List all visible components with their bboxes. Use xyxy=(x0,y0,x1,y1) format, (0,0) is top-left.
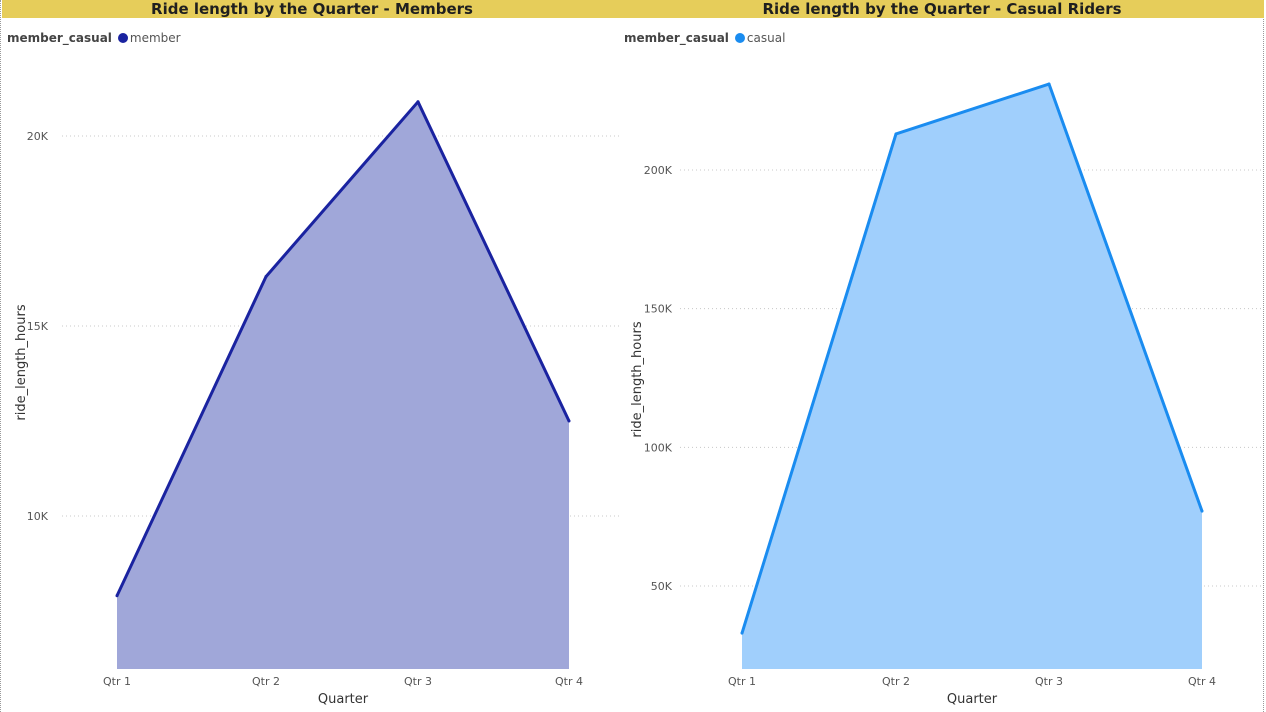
casual-chart-visual[interactable]: Ride length by the Quarter - Casual Ride… xyxy=(620,0,1264,712)
legend-item-label[interactable]: member xyxy=(129,31,181,45)
x-tick-label: Qtr 3 xyxy=(1035,675,1063,688)
y-tick-label: 10K xyxy=(27,510,49,523)
data-point[interactable] xyxy=(567,419,571,423)
chart-plot-area: 10K 15K 20K Qtr 1 Qtr 2 Qtr 3 Qtr 4 Quarter r… xyxy=(14,100,620,707)
legend-marker-dot xyxy=(117,33,128,43)
legend: member_casual casual xyxy=(624,30,785,46)
legend-marker-dot xyxy=(734,33,745,43)
chart-title: Ride length by the Quarter - Members xyxy=(2,0,622,18)
x-tick-label: Qtr 1 xyxy=(728,675,756,688)
area-fill-member xyxy=(117,101,569,670)
y-tick-label: 20K xyxy=(27,130,49,143)
series-line-member xyxy=(115,100,571,597)
data-point[interactable] xyxy=(740,631,744,635)
y-tick-label: 15K xyxy=(27,320,49,333)
canvas-left-border xyxy=(0,0,1,712)
canvas-right-border xyxy=(1263,0,1264,712)
y-tick-label: 100K xyxy=(644,441,673,454)
data-points xyxy=(740,82,1204,635)
y-axis-ticks: 50K 100K 150K 200K xyxy=(644,164,673,593)
legend-title: member_casual xyxy=(7,31,112,45)
x-tick-label: Qtr 2 xyxy=(252,675,280,688)
y-axis-ticks: 10K 15K 20K xyxy=(27,130,49,523)
area-fill-casual xyxy=(742,84,1202,669)
x-axis-ticks: Qtr 1 Qtr 2 Qtr 3 Qtr 4 xyxy=(103,675,583,688)
series-line-casual xyxy=(740,82,1204,634)
data-points xyxy=(115,100,571,598)
legend-item-label[interactable]: casual xyxy=(746,31,786,45)
x-axis-ticks: Qtr 1 Qtr 2 Qtr 3 Qtr 4 xyxy=(728,675,1216,688)
y-tick-label: 200K xyxy=(644,164,673,177)
x-tick-label: Qtr 1 xyxy=(103,675,131,688)
y-tick-label: 50K xyxy=(651,580,673,593)
legend-title: member_casual xyxy=(624,31,729,45)
data-point[interactable] xyxy=(115,594,119,598)
data-point[interactable] xyxy=(264,275,268,279)
y-tick-label: 150K xyxy=(644,303,673,316)
data-point[interactable] xyxy=(1047,82,1051,86)
data-point[interactable] xyxy=(416,100,420,104)
legend: member_casual member xyxy=(7,30,181,46)
data-point[interactable] xyxy=(1200,509,1204,513)
x-axis-title: Quarter xyxy=(318,692,369,707)
chart-plot-area: 50K 100K 150K 200K Qtr 1 Qtr 2 Qtr 3 Qtr 4 Qua… xyxy=(630,82,1262,707)
x-tick-label: Qtr 3 xyxy=(404,675,432,688)
x-tick-label: Qtr 4 xyxy=(555,675,583,688)
y-axis-title: ride_length_hours xyxy=(630,321,645,437)
data-point[interactable] xyxy=(894,132,898,136)
x-axis-title: Quarter xyxy=(947,692,998,707)
x-tick-label: Qtr 4 xyxy=(1188,675,1216,688)
chart-title: Ride length by the Quarter - Casual Ride… xyxy=(620,0,1264,18)
members-chart-visual[interactable]: Ride length by the Quarter - Members mem… xyxy=(2,0,622,712)
x-tick-label: Qtr 2 xyxy=(882,675,910,688)
y-axis-title: ride_length_hours xyxy=(14,304,29,420)
